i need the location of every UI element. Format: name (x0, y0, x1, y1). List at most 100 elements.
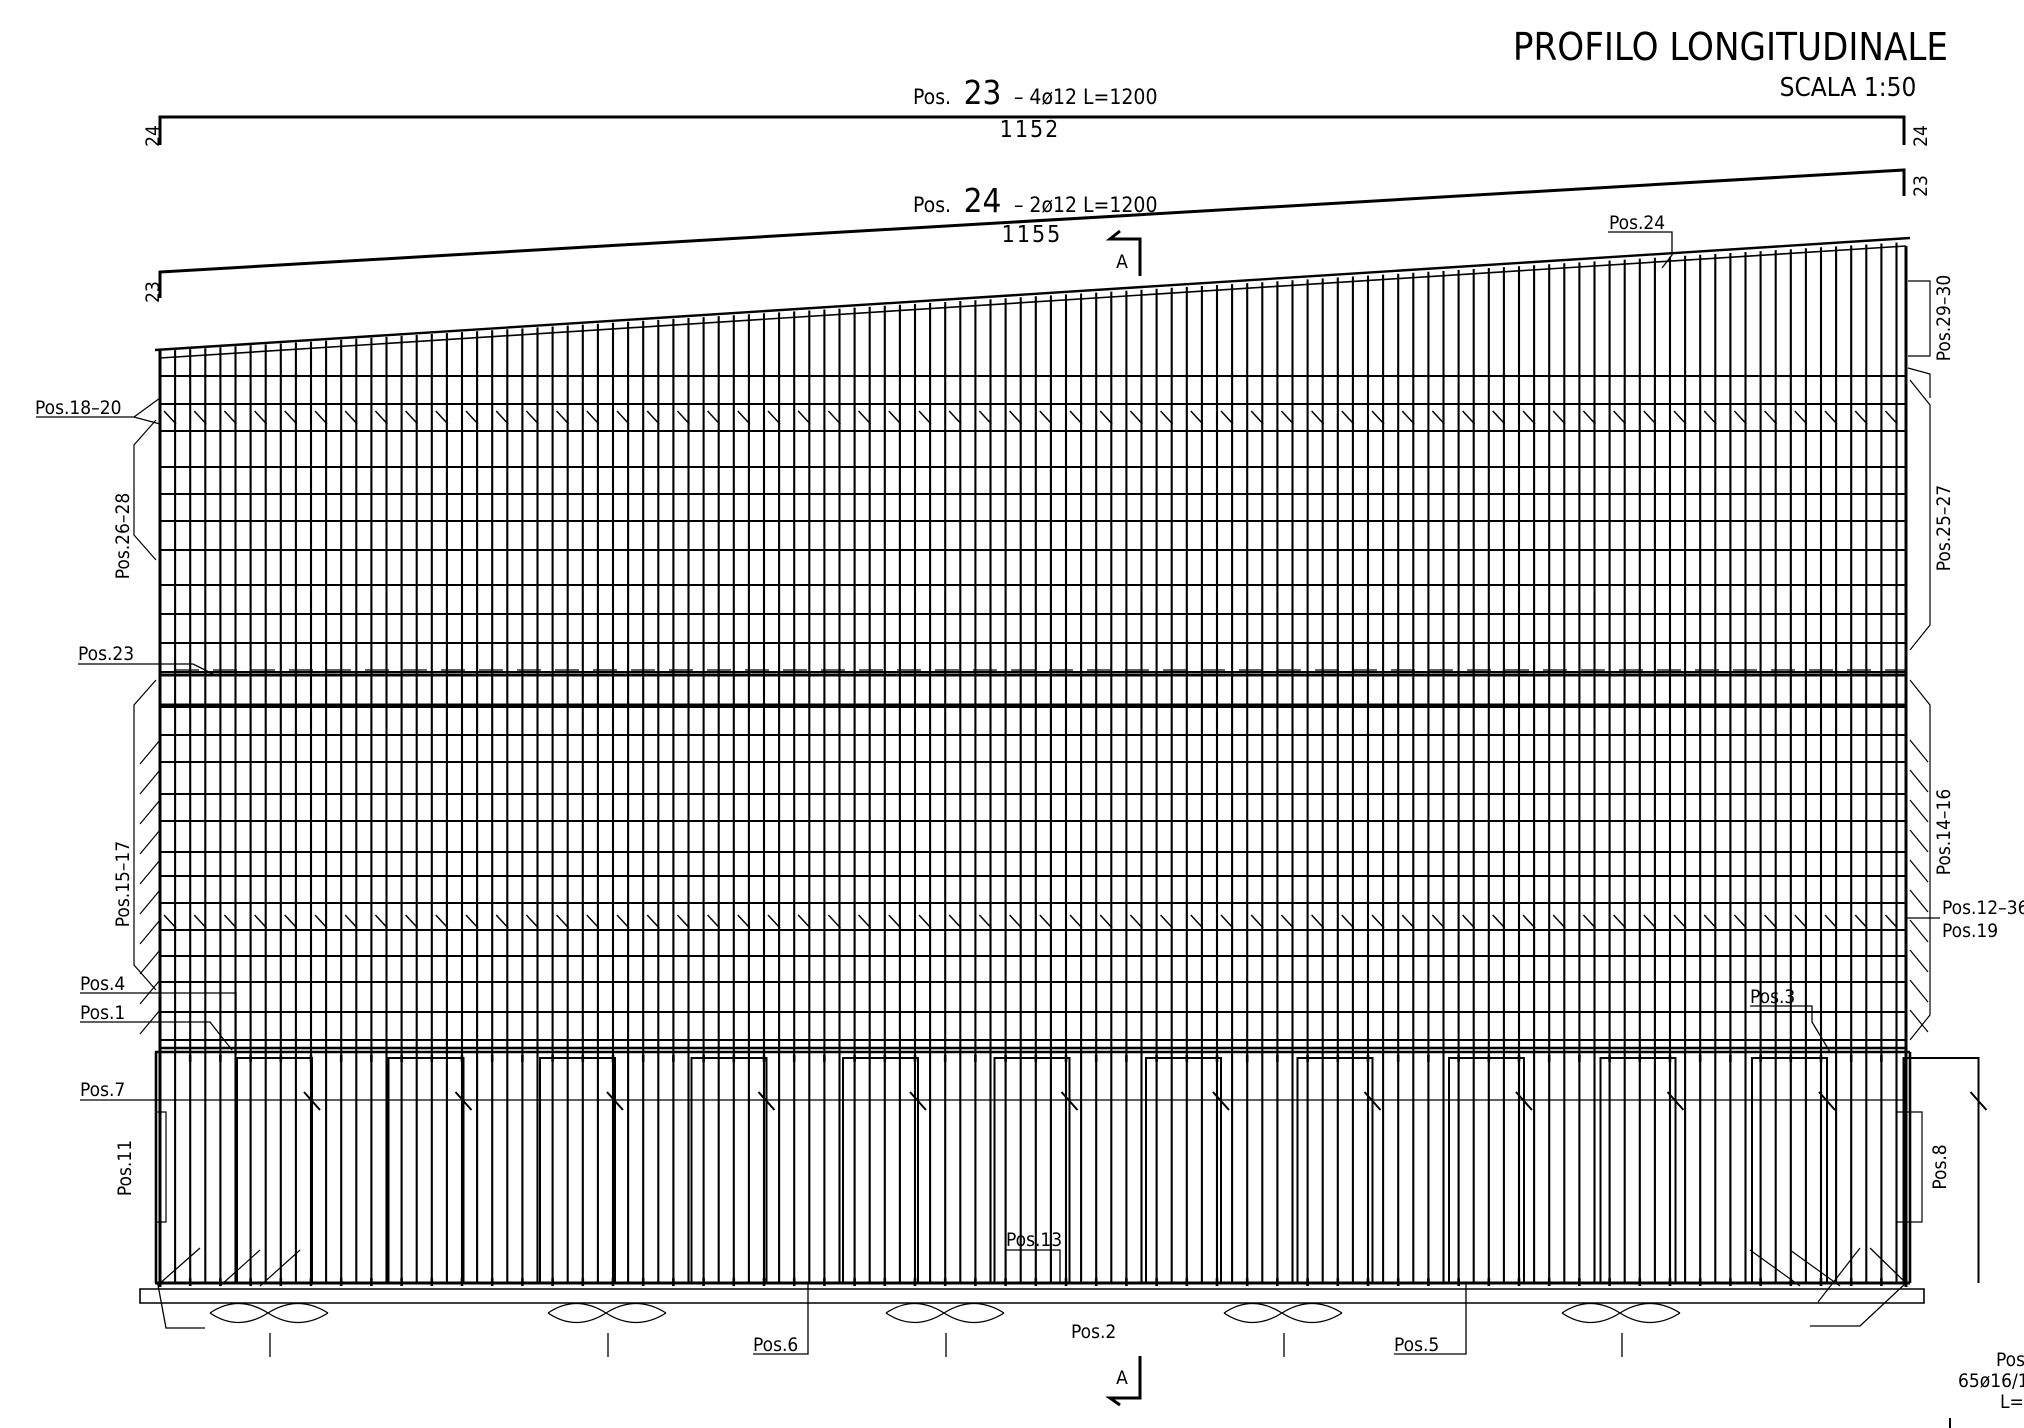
tie-mark (1371, 410, 1385, 425)
hook-diagonal (1817, 1247, 1861, 1303)
tie-mark (193, 914, 207, 929)
drawing-title: PROFILO LONGITUDINALE (1513, 25, 1948, 69)
tie-mark (303, 1091, 321, 1111)
tie-mark (1160, 914, 1174, 929)
label-pos13: Pos.13 (1006, 1229, 1062, 1251)
tie-mark (1099, 914, 1113, 929)
tie-mark (676, 410, 690, 425)
tie-mark (254, 914, 268, 929)
section-arrow-top (1105, 229, 1142, 276)
tie-mark (1371, 914, 1385, 929)
label-pos23: Pos.23 (78, 643, 134, 665)
tie-mark (918, 410, 932, 425)
lap-splice (885, 1302, 1005, 1324)
side-bracket-left (139, 739, 161, 765)
section-mark-top: A (1116, 251, 1128, 273)
label-pos29-30: Pos.29–30 (1933, 275, 1955, 361)
tie-mark (454, 1091, 473, 1111)
tie-mark (223, 410, 237, 425)
leader-pos3 (1750, 1005, 1831, 1053)
label-pos6: Pos.6 (753, 1334, 798, 1356)
tie-mark (163, 410, 177, 425)
beam-top-inner (159, 245, 1907, 359)
hook-diagonal (219, 1249, 261, 1287)
tie-mark (978, 914, 992, 929)
lap-splice (547, 1302, 667, 1324)
bar-pos24-heading: Pos. 24 – 2ø12 L=1200 (913, 181, 1157, 220)
label-pos24: Pos.24 (1609, 212, 1665, 234)
bar-pos23-length: 1152 (1000, 117, 1061, 143)
tie-mark (374, 914, 388, 929)
tie-mark (495, 410, 509, 425)
tie-mark (1733, 410, 1747, 425)
tie-mark (1515, 1091, 1533, 1111)
tie-mark (1613, 914, 1627, 929)
tie-mark (1703, 914, 1717, 929)
tie-mark (586, 914, 600, 929)
tie-mark (1401, 410, 1415, 425)
side-bracket-left (139, 919, 161, 945)
tie-mark (1552, 410, 1566, 425)
tie-mark (1129, 410, 1143, 425)
tie-mark (948, 914, 962, 929)
tie-mark (495, 914, 509, 929)
tie-mark (284, 410, 298, 425)
tie-mark (909, 1091, 927, 1111)
bar-pos23-number: 23 (964, 73, 1002, 112)
tie-mark (1522, 914, 1536, 929)
bottom-hook-left (157, 1247, 205, 1329)
tie-mark (1492, 410, 1506, 425)
beam-top-outer (154, 236, 1911, 352)
tie-mark (1703, 410, 1717, 425)
leader-pos6 (753, 1283, 809, 1355)
tie-mark (1311, 410, 1325, 425)
tie-mark (767, 410, 781, 425)
tie-mark (1854, 410, 1868, 425)
tie-mark (1250, 914, 1264, 929)
tie-mark (978, 410, 992, 425)
side-bracket-left (139, 859, 161, 885)
u-stirrup (236, 1057, 313, 1283)
label-pos26-28: Pos.26–28 (112, 493, 134, 579)
tie-mark (1220, 410, 1234, 425)
tie-mark (1069, 410, 1083, 425)
bar-pos23-shape (158, 115, 1906, 145)
tie-mark (757, 1091, 776, 1111)
tie-mark (193, 410, 207, 425)
u-stirrup (1448, 1057, 1525, 1283)
side-bracket-left (139, 829, 161, 855)
tie-mark (1129, 914, 1143, 929)
side-bracket-right (1909, 979, 1929, 1003)
section-arrow-bottom (1105, 1356, 1142, 1407)
side-bracket-left (133, 419, 157, 561)
bar-pos23-spec: – 4ø12 L=1200 (1014, 85, 1157, 109)
side-bracket-right (1909, 679, 1931, 1041)
tie-mark (435, 914, 449, 929)
side-bracket-left (139, 949, 161, 975)
tie-mark (1060, 1091, 1079, 1111)
leader-pos4 (80, 992, 237, 1055)
side-bracket-right (1909, 889, 1929, 913)
tie-mark (1794, 914, 1808, 929)
tie-mark (1666, 1091, 1685, 1111)
tie-mark (1363, 1091, 1382, 1111)
tie-mark (827, 914, 841, 929)
bar-pos24-number: 24 (964, 181, 1002, 220)
label-pos3: Pos.3 (1750, 986, 1795, 1008)
label-pos1: Pos.1 (80, 1002, 125, 1024)
corner-note-line3: L= (2000, 1391, 2024, 1413)
tie-mark (525, 914, 539, 929)
tie-mark (1431, 914, 1445, 929)
u-stirrup (842, 1057, 919, 1283)
tie-mark (1522, 410, 1536, 425)
tie-mark (1220, 914, 1234, 929)
side-bracket-right (1909, 859, 1929, 883)
side-bracket-left (139, 1009, 161, 1035)
bar-pos23-prefix: Pos. (913, 85, 951, 109)
u-stirrup (690, 1057, 768, 1283)
tie-mark (646, 914, 660, 929)
bar-pos23-end-right: 24 (1910, 125, 1932, 147)
tie-mark (707, 914, 721, 929)
leader-pos5 (1394, 1283, 1467, 1355)
bar-pos24-end-left: 23 (142, 281, 164, 303)
